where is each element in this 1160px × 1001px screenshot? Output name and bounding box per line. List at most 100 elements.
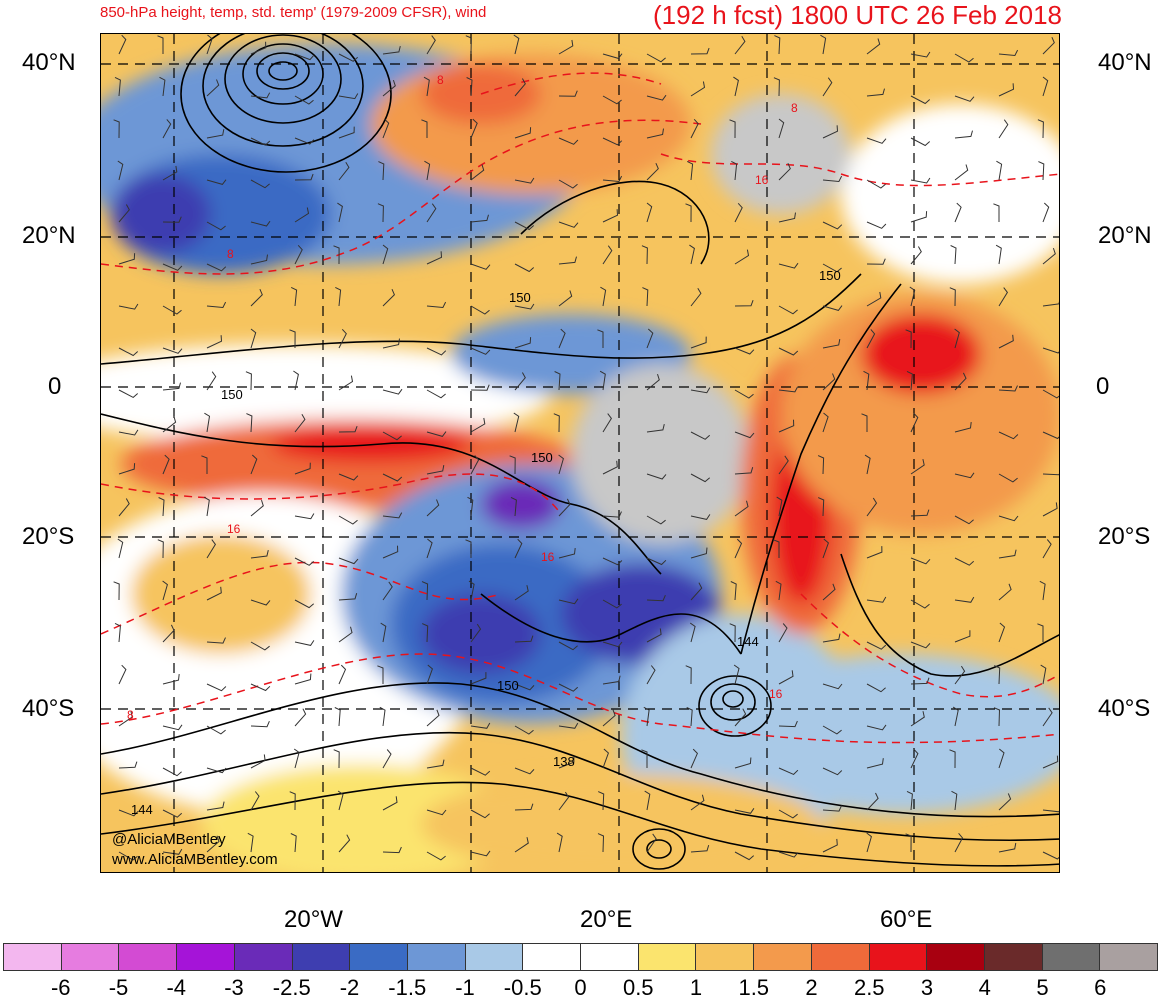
- wind-barb: [206, 371, 217, 391]
- wind-barb: [162, 119, 172, 139]
- wind-barb: [294, 513, 315, 520]
- wind-barb: [514, 538, 523, 559]
- colorbar-swatch: [119, 944, 178, 970]
- wind-barb: [910, 748, 919, 769]
- wind-barb: [954, 164, 969, 181]
- wind-barb: [514, 585, 529, 601]
- wind-barb: [558, 90, 578, 97]
- wind-barb: [949, 287, 956, 307]
- colorbar-tick-label: -5: [108, 975, 129, 1000]
- wind-barb: [382, 545, 399, 559]
- colorbar-swatch: [4, 944, 62, 970]
- wind-barb: [778, 163, 791, 181]
- wind-barb: [558, 39, 574, 55]
- wind-barb: [602, 209, 619, 223]
- wind-barb: [778, 347, 799, 356]
- wind-barb: [382, 338, 400, 349]
- wind-barb: [998, 549, 1017, 559]
- wind-barb: [822, 633, 841, 643]
- wind-barb: [514, 803, 534, 811]
- latitude-label: 20°N: [1098, 222, 1152, 249]
- wind-barb: [646, 595, 666, 602]
- wind-barb: [730, 581, 737, 601]
- wind-barb: [598, 791, 605, 811]
- map-field: 150 150 150 150 150 144 138 144 8 8 8 16…: [101, 34, 1059, 872]
- wind-barb: [866, 137, 887, 144]
- wind-barb: [778, 305, 798, 315]
- wind-barb: [250, 220, 271, 227]
- wind-barb: [206, 335, 223, 349]
- wind-barb: [599, 370, 606, 391]
- wind-barb: [514, 303, 535, 310]
- wind-barb: [866, 38, 881, 55]
- latitude-label: 40°S: [22, 695, 75, 722]
- wind-barb: [998, 793, 1012, 811]
- wind-barb: [250, 721, 270, 728]
- colorbar-tick-label: 0.5: [622, 975, 654, 1000]
- wind-barb: [510, 496, 517, 517]
- wind-barb: [426, 203, 437, 223]
- wind-barb: [734, 431, 755, 439]
- wind-barb: [910, 509, 930, 517]
- wind-barb: [338, 426, 358, 433]
- wind-barb: [950, 245, 957, 265]
- colorbar-swatch: [465, 944, 524, 970]
- height-contours: [101, 34, 1059, 870]
- wind-barb: [690, 336, 707, 349]
- colorbar-tick-label: 1: [689, 975, 703, 1000]
- wind-barb: [1042, 431, 1059, 440]
- wind-barb: [690, 547, 708, 559]
- colorbar: [3, 943, 1158, 971]
- colorbar-swatch: [523, 944, 582, 970]
- wind-barb: [338, 515, 358, 525]
- wind-barb: [206, 263, 227, 272]
- wind-barb: [690, 582, 703, 601]
- wind-barb: [952, 706, 959, 727]
- wind-barb: [382, 512, 403, 519]
- wind-barb: [470, 809, 490, 819]
- wind-barb: [250, 454, 258, 475]
- latitude-label: 20°S: [1098, 523, 1151, 550]
- wind-barb: [646, 833, 657, 853]
- wind-barb: [294, 207, 310, 223]
- wind-barb: [906, 790, 913, 811]
- wind-barb: [602, 53, 623, 59]
- colorbar-swatch: [696, 944, 755, 970]
- wind-barb: [993, 203, 1000, 222]
- wind-barb: [597, 833, 605, 853]
- wind-barb: [558, 137, 579, 145]
- wind-barb: [206, 34, 213, 55]
- wind-barb: [206, 683, 227, 692]
- wind-barb: [426, 709, 440, 727]
- wind-barb: [470, 850, 491, 857]
- wind-barb: [690, 431, 711, 440]
- wind-barb: [951, 790, 958, 811]
- wind-barb: [423, 76, 430, 97]
- wind-barb: [1037, 623, 1044, 642]
- wind-barb: [338, 664, 347, 685]
- wind-barb: [514, 767, 535, 775]
- wind-barb: [864, 454, 871, 475]
- wind-barb: [910, 137, 931, 147]
- credit-website: www.AliciaMBentley.com: [112, 851, 278, 868]
- wind-barb: [998, 119, 1009, 139]
- wind-barb: [866, 792, 879, 811]
- colorbar-tick-label: -4: [166, 975, 187, 1000]
- wind-barb: [118, 463, 136, 475]
- wind-barb: [379, 706, 386, 727]
- wind-barb: [646, 373, 660, 391]
- wind-barb: [646, 53, 666, 63]
- map-subtitle: 850-hPa height, temp, std. temp' (1979-2…: [100, 4, 487, 21]
- colorbar-tick-label: -2.5: [272, 975, 311, 1000]
- wind-barb: [1042, 347, 1059, 354]
- wind-barb: [206, 637, 226, 644]
- wind-barb: [206, 301, 227, 309]
- wind-barb: [734, 500, 749, 517]
- wind-barb: [380, 622, 387, 643]
- wind-barb: [866, 758, 884, 769]
- wind-barb: [206, 79, 220, 97]
- wind-barb: [690, 387, 711, 394]
- wind-barb: [778, 455, 789, 475]
- wind-barb: [558, 498, 571, 517]
- wind-barb: [247, 832, 254, 853]
